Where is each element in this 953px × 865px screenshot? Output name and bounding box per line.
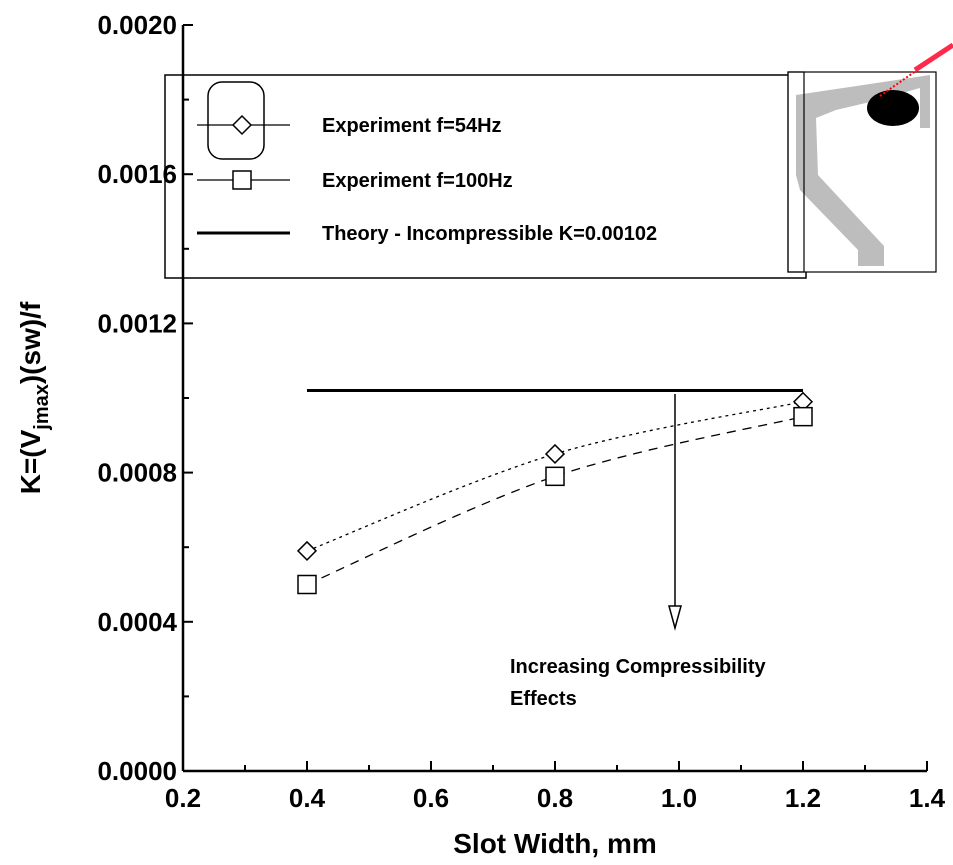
y-tick-label: 0.0000 [97,756,177,786]
y-axis-title: K=(Vjmax)(sw)/f [15,301,53,494]
x-tick-label: 0.6 [413,783,449,813]
data-point [297,574,317,595]
x-tick-label: 1.2 [785,783,821,813]
data-point [545,466,565,487]
legend-frame-marker [207,81,265,160]
annotation: Effects [510,688,577,710]
x-tick-label: 0.4 [289,783,326,813]
y-tick-label: 0.0004 [97,607,177,637]
y-tick-label: 0.0012 [97,308,177,338]
y-axis-title-sub: jmax [31,384,53,431]
series-line [306,416,804,586]
x-tick-label: 1.4 [909,783,946,813]
annotation: Increasing Compressibility [510,656,767,678]
y-tick-label: 0.0020 [97,10,177,40]
x-axis-title: Slot Width, mm [453,828,657,859]
y-axis-title-part: )(sw)/f [15,301,46,384]
legend-label: Theory - Incompressible K=0.00102 [322,223,657,245]
data-point [544,443,566,465]
inset-schematic [787,42,953,273]
legend-marker [232,170,252,190]
data-point [793,406,813,427]
x-tick-label: 0.8 [537,783,573,813]
legend-label: Experiment f=54Hz [322,115,502,137]
y-tick-label: 0.0016 [97,159,177,189]
x-tick-label: 0.2 [165,783,201,813]
legend-marker [231,114,253,136]
y-tick-label: 0.0008 [97,458,177,488]
legend-label: Experiment f=100Hz [322,170,513,192]
data-point [296,540,318,561]
annotation-arrow [668,394,682,631]
y-axis-title-part: K=(V [15,429,46,494]
x-tick-label: 1.0 [661,783,697,813]
